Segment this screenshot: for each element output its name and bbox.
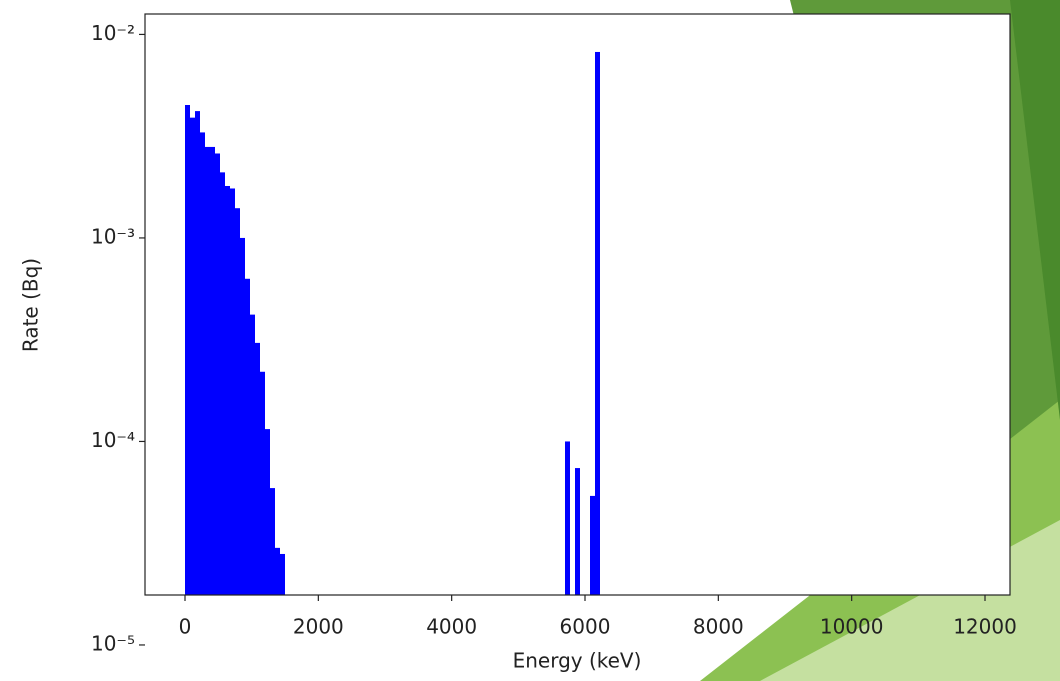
y-tick-label: 10⁻⁵ [91, 631, 135, 655]
histogram-bar [255, 342, 260, 595]
x-tick-label: 4000 [426, 615, 477, 639]
x-axis-label: Energy (keV) [513, 649, 642, 673]
histogram-bar [260, 371, 265, 595]
histogram-bar [190, 117, 195, 595]
histogram-bar [205, 146, 210, 595]
histogram-bar [565, 441, 570, 595]
x-tick-label: 12000 [953, 615, 1017, 639]
x-tick-label: 6000 [560, 615, 611, 639]
x-tick-label: 8000 [693, 615, 744, 639]
plot-frame [144, 13, 1011, 596]
y-tick-label: 10⁻² [91, 21, 135, 45]
histogram-bar [275, 547, 280, 595]
x-tick-label: 0 [179, 615, 192, 639]
histogram-bar [195, 111, 200, 595]
histogram-bar [210, 146, 215, 595]
histogram-bar [185, 105, 190, 595]
histogram-bar [225, 185, 230, 596]
y-axis-label: Rate (Bq) [19, 258, 43, 352]
x-tick-label: 2000 [293, 615, 344, 639]
histogram-bar [240, 237, 245, 595]
histogram-bar [250, 314, 255, 595]
histogram-bar [590, 495, 595, 595]
histogram-bar [595, 51, 600, 595]
histogram-bar [575, 468, 580, 595]
histogram-bar [235, 208, 240, 595]
histogram-bar [265, 429, 270, 595]
histogram-bar [230, 188, 235, 596]
histogram-bar [280, 553, 285, 595]
y-tick-label: 10⁻³ [91, 224, 135, 248]
histogram-bar [220, 172, 225, 595]
y-tick-label: 10⁻⁴ [91, 428, 135, 452]
histogram-bar [215, 153, 220, 596]
histogram-bar [270, 488, 275, 595]
x-tick-label: 10000 [820, 615, 884, 639]
histogram-bar [200, 132, 205, 596]
histogram-bar [245, 278, 250, 595]
